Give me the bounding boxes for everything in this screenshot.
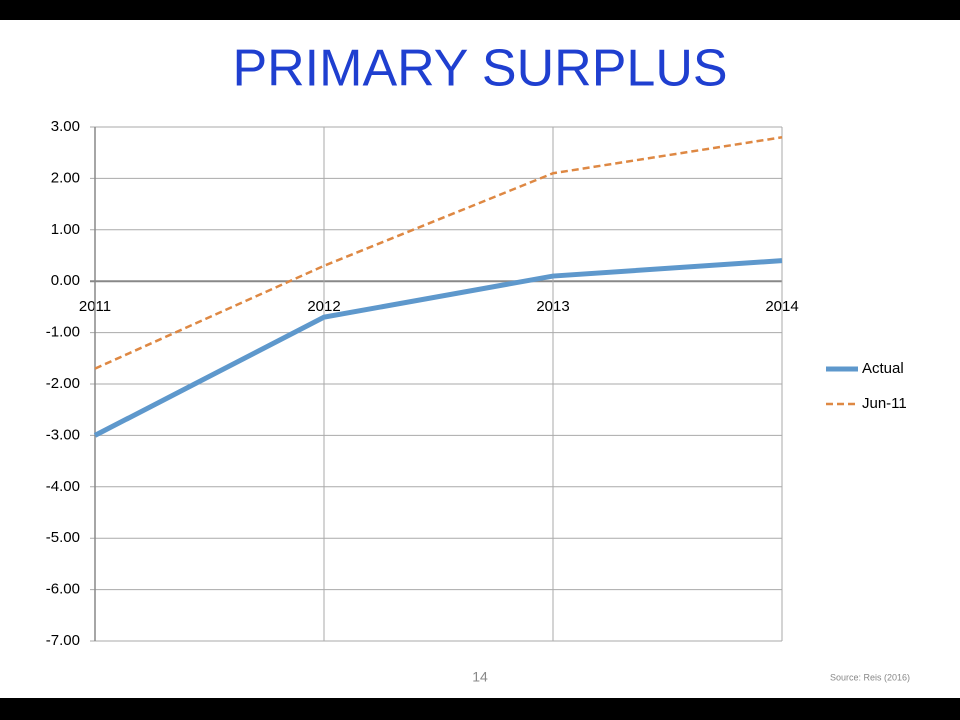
series-line: [93, 258, 783, 438]
y-tick-label: -4.00: [46, 478, 80, 495]
y-tick-label: 2.00: [51, 169, 80, 186]
y-tick-label: 1.00: [51, 221, 80, 238]
legend-label: Actual: [862, 360, 904, 377]
y-tick-label: -2.00: [46, 375, 80, 392]
y-tick-label: 3.00: [51, 118, 80, 135]
y-tick-label: -1.00: [46, 324, 80, 341]
x-tick-label: 2013: [536, 298, 569, 315]
y-tick-label: -6.00: [46, 581, 80, 598]
source-note: Source: Reis (2016): [830, 672, 910, 682]
y-tick-label: -5.00: [46, 529, 80, 546]
x-tick-label: 2014: [765, 298, 798, 315]
y-tick-label: 0.00: [51, 272, 80, 289]
chart-title: PRIMARY SURPLUS: [232, 40, 727, 98]
y-tick-label: -3.00: [46, 426, 80, 443]
y-tick-label: -7.00: [46, 632, 80, 649]
slide-background: [0, 20, 960, 698]
page-number: 14: [472, 669, 488, 685]
legend-label: Jun-11: [862, 395, 907, 412]
x-tick-label: 2012: [307, 298, 340, 315]
series-line: [94, 136, 783, 370]
